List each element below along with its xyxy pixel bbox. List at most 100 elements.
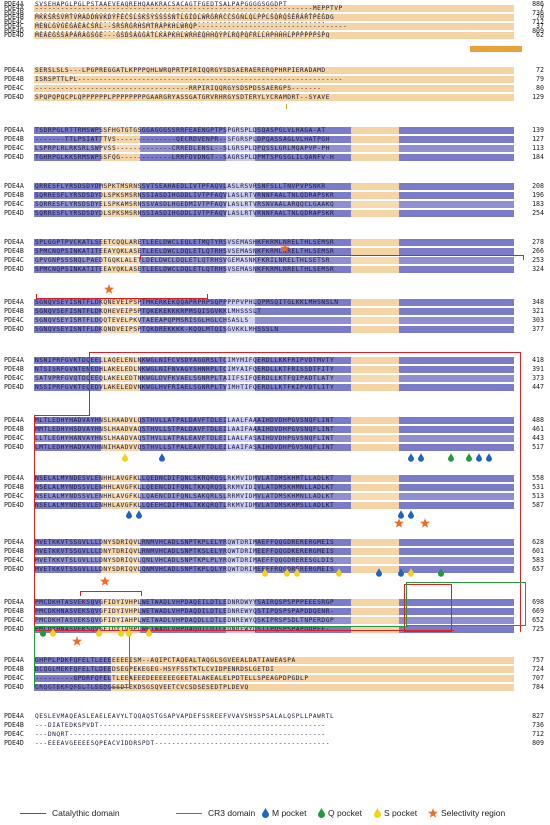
conservation-shading xyxy=(34,136,102,143)
alignment-row: PDE4C ---DNQRT---------------------------… xyxy=(0,730,550,739)
conservation-shading xyxy=(34,85,514,92)
conservation-shading xyxy=(398,426,514,433)
conservation-shading xyxy=(254,210,351,217)
conservation-shading xyxy=(350,626,399,633)
cr3-mid xyxy=(34,626,408,627)
sequence-track: ---EEEAVGEEEESQPEACVIDDRSPDT------------… xyxy=(34,739,514,748)
alignment-row: PDE4B -----------------------------------… xyxy=(0,9,550,18)
selectivity-star-icon xyxy=(420,518,430,528)
conservation-shading xyxy=(139,539,226,546)
sequence-residues: SQRRESFLYRSDSDYDLSPKSMSRNSSIASDIHGDDLIVT… xyxy=(35,210,335,217)
m-pocket-drop-icon xyxy=(376,568,382,577)
sequence-residues: ---DNQRT--------------------------------… xyxy=(35,731,326,738)
conservation-shading xyxy=(398,608,514,615)
alignment-row: PDE4D LMTLEDHYHADVAYHNNIHAADVVQSTHVLLSTPA… xyxy=(0,443,550,452)
conservation-shading xyxy=(139,435,226,442)
m-pocket-drop-icon xyxy=(418,453,424,462)
sequence-residues: SPQPQPQCPLQPPPPPPLPPPPPPPPGAARGRYASSGATG… xyxy=(35,94,330,101)
conservation-shading xyxy=(34,502,102,509)
legend-s-pocket: S pocket xyxy=(374,806,417,820)
sequence-name: PDE4A xyxy=(4,474,24,482)
conservation-shading xyxy=(34,444,102,451)
conservation-shading xyxy=(226,417,255,424)
residue-position: 531 xyxy=(532,483,544,491)
sequence-residues: ----------------------------------------… xyxy=(35,28,326,35)
sequence-residues: PMCDKHNASVEKSQVGFIDYIVHPLWETWADLVHPDAQDI… xyxy=(35,608,335,615)
residue-position: 254 xyxy=(532,209,544,217)
conservation-shading xyxy=(254,608,351,615)
residue-position: 253 xyxy=(532,256,544,264)
sequence-residues: PMCDKHNASVEKSQVGFIDYIVHPLWETWADLVHPDAQDI… xyxy=(35,626,330,633)
sequence-name: PDE4A xyxy=(4,4,24,12)
conservation-shading xyxy=(254,539,351,546)
sequence-residues: PMCDKHTASVEKSQVGFIDYIAHPLWETWADLVHPDAQDL… xyxy=(35,617,335,624)
sequence-name: PDE4A xyxy=(4,298,24,306)
conservation-shading xyxy=(350,248,399,255)
residue-position: 443 xyxy=(532,434,544,442)
alignment-row: PDE4C SATVPRFGVQTDQEEQLAKELEDTNKWGLDVFKVA… xyxy=(0,374,550,383)
conservation-shading xyxy=(226,502,255,509)
conservation-shading xyxy=(101,599,140,606)
conservation-shading xyxy=(254,266,351,273)
conservation-shading xyxy=(34,154,102,161)
conservation-shading xyxy=(398,626,514,633)
conservation-shading xyxy=(398,417,514,424)
alignment-row: PDE4B MVETKKVTSSGVLLLDNYTDRIQVLRNMVHCADLS… xyxy=(0,547,550,556)
green-drop-icon xyxy=(318,808,325,818)
m-pocket-drop-icon xyxy=(136,510,142,519)
sequence-residues: LMTLEDHYHADVAYHNNIHAADVVQSTHVLLSTPALEAVF… xyxy=(35,444,335,451)
alignment-row: PDE4B ---DIATEDKSPVDT--------------------… xyxy=(0,721,550,730)
residue-position: 736 xyxy=(532,721,544,729)
sequence-residues: PMCDKHTASVEKSQVGFIDYIVHPLWETWADLVHPDAQEI… xyxy=(35,599,335,606)
conservation-shading xyxy=(254,426,351,433)
blue-drop-icon xyxy=(262,808,269,818)
sequence-track: ------------------------------------RRPI… xyxy=(34,84,514,93)
sequence-track: SQRRESFLYRSDSDYDLSPKSMSRNSSIASDIHGDDLIVT… xyxy=(34,209,514,218)
conservation-shading xyxy=(254,183,351,190)
sequence-track: DCQGLMEKFQFELTLDEEDSEGPEKEGEG-HSYFSSTKTL… xyxy=(34,665,514,674)
conservation-shading xyxy=(34,32,514,39)
catalytic-bottom xyxy=(34,630,454,631)
conservation-shading xyxy=(226,357,255,364)
residue-position: 418 xyxy=(532,356,544,364)
sequence-name: PDE4D xyxy=(4,443,24,451)
conservation-shading xyxy=(254,248,351,255)
sequence-track: SGNQVSEYISNTFLDKQNDVEIPSPTQKDREKKKK-KQQL… xyxy=(34,325,514,334)
conservation-shading xyxy=(350,154,399,161)
sequence-name: PDE4D xyxy=(4,31,24,39)
conservation-shading xyxy=(398,239,514,246)
sequence-residues: NSNIPRFGVKTDQEELLAQELENLNKWGLNIFCVSDYAGG… xyxy=(35,357,335,364)
sequence-name: PDE4D xyxy=(4,683,24,691)
sequence-track: MVETKKVTSSGVLLLDNYTDRIQVLRNMVHCADLSNPTKS… xyxy=(34,547,514,556)
conservation-shading xyxy=(34,566,102,573)
alignment-row: PDE4A SERSLSLS---LPGPREGGATLKPPPQHLWRQPRT… xyxy=(0,66,550,75)
m-pocket-drop-icon xyxy=(398,510,404,519)
conservation-shading xyxy=(254,626,351,633)
bracket-block-6 xyxy=(36,294,208,299)
conservation-shading xyxy=(226,493,255,500)
selectivity-star-icon xyxy=(394,518,404,528)
conservation-shading xyxy=(398,145,514,152)
conservation-shading xyxy=(139,502,226,509)
sequence-track: MKKSRSVMTVMADDNVKDYFECSLSKSYSSSSNTLGIDLW… xyxy=(34,13,514,22)
conservation-shading xyxy=(254,566,351,573)
legend-s-pocket-label: S pocket xyxy=(384,808,418,818)
sequence-track: LLTLEGHYHANVAYHNSLHAADVAQSTHVLLATPALEAVF… xyxy=(34,434,514,443)
residue-position: 461 xyxy=(532,425,544,433)
bracket-block-11 xyxy=(80,591,142,596)
conservation-shading xyxy=(398,192,514,199)
alignment-row: PDE4D NSELALMYNDESVLENHHLAVGFKLLQEEHCDIFM… xyxy=(0,501,550,510)
sequence-name: PDE4B xyxy=(4,13,24,21)
alignment-row: PDE4A -----------------------------------… xyxy=(0,4,550,13)
sequence-name: PDE4C xyxy=(4,22,24,30)
sequence-name: PDE4D xyxy=(4,501,24,509)
minor-tick xyxy=(286,104,287,109)
selectivity-star-icon xyxy=(104,284,114,294)
conservation-shading xyxy=(226,384,255,391)
conservation-shading xyxy=(226,136,255,143)
sequence-residues: NSSIPRFGVKTEQEDVLAKELEDVNKWGLHVFRIAELSGN… xyxy=(35,384,335,391)
conservation-shading xyxy=(34,675,111,682)
alignment-row: PDE4D ---EEEAVGEEEESQPEACVIDDRSPDT-------… xyxy=(0,739,550,748)
s-pocket-drop-icon xyxy=(118,628,124,637)
conservation-shading xyxy=(254,201,351,208)
